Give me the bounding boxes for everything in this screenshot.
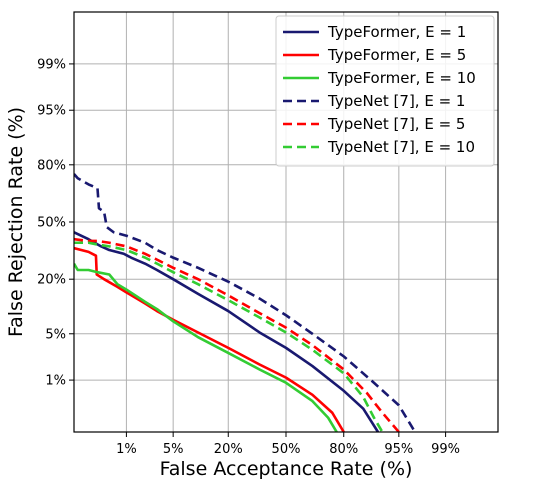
y-tick-label: 20% <box>37 273 66 288</box>
x-axis-label: False Acceptance Rate (%) <box>160 458 413 480</box>
x-tick-label: 80% <box>329 442 358 457</box>
x-tick-label: 1% <box>116 442 137 457</box>
y-tick-label: 99% <box>37 57 66 72</box>
x-axis-ticks: 1% 5% 20% 50% 80% 95% 99% <box>116 432 460 457</box>
y-tick-label: 80% <box>37 158 66 173</box>
series-line <box>74 237 400 432</box>
series-line <box>74 173 417 432</box>
series-lines <box>74 173 417 432</box>
series-line <box>74 241 384 432</box>
legend: TypeFormer, E = 1 TypeFormer, E = 5 TypeFo… <box>275 15 495 167</box>
legend-label: TypeFormer, E = 10 <box>327 69 476 87</box>
series-line <box>74 262 338 432</box>
y-tick-label: 95% <box>37 104 66 119</box>
series-line <box>74 231 380 432</box>
legend-label: TypeNet [7], E = 1 <box>327 92 465 110</box>
x-tick-label: 99% <box>431 442 460 457</box>
y-axis-label: False Rejection Rate (%) <box>5 107 27 337</box>
series-line <box>74 246 345 432</box>
y-tick-label: 5% <box>45 327 66 342</box>
y-tick-label: 50% <box>37 216 66 231</box>
legend-label: TypeFormer, E = 1 <box>327 23 466 41</box>
x-tick-label: 20% <box>214 442 243 457</box>
y-axis-ticks: 1% 5% 20% 50% 80% 95% 99% <box>37 57 74 389</box>
legend-box <box>275 15 495 167</box>
legend-label: TypeNet [7], E = 10 <box>327 138 475 156</box>
x-tick-label: 50% <box>272 442 301 457</box>
y-tick-label: 1% <box>45 374 66 389</box>
x-tick-label: 5% <box>163 442 184 457</box>
legend-label: TypeNet [7], E = 5 <box>327 115 465 133</box>
legend-label: TypeFormer, E = 5 <box>327 46 466 64</box>
x-tick-label: 95% <box>384 442 413 457</box>
